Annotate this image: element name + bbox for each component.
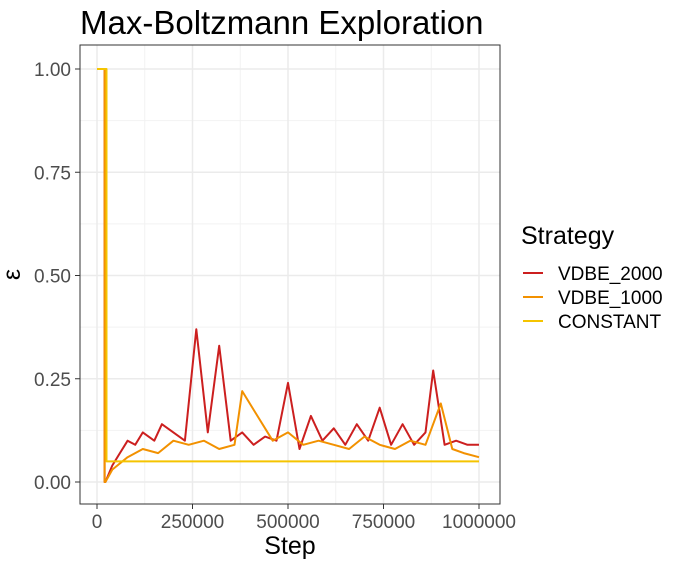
series-line-constant: [97, 68, 479, 463]
legend-title: Strategy: [521, 222, 615, 250]
series-line-vdbe_2000: [97, 68, 479, 483]
legend-label-vdbe_1000: VDBE_1000: [558, 288, 663, 309]
y-tick-label: 0.50: [34, 267, 71, 288]
x-tick-label: 0: [92, 512, 103, 533]
legend-label-constant: CONSTANT: [558, 312, 661, 333]
x-tick-label: 1000000: [442, 512, 516, 533]
x-tick-label: 750000: [352, 512, 415, 533]
x-tick-label: 500000: [256, 512, 319, 533]
x-tick-label: 250000: [161, 512, 224, 533]
y-tick-label: 0.25: [34, 370, 71, 391]
y-tick-label: 0.00: [34, 473, 71, 494]
y-tick-label: 0.75: [34, 163, 71, 184]
x-axis-title: Step: [264, 532, 315, 560]
panel-border: [79, 44, 501, 505]
y-axis-title: ε: [0, 269, 26, 280]
legend: Strategy VDBE_2000 VDBE_1000 CONSTANT: [521, 222, 663, 333]
plot-area: [80, 45, 500, 504]
y-tick-label: 1.00: [34, 60, 71, 81]
series-line-vdbe_1000: [97, 68, 480, 483]
legend-label-vdbe_2000: VDBE_2000: [558, 264, 663, 285]
chart-title: Max-Boltzmann Exploration: [80, 4, 484, 41]
axes: 0 250000 500000 750000 1000000 0.00 0.25 0.50 0.…: [34, 44, 516, 533]
